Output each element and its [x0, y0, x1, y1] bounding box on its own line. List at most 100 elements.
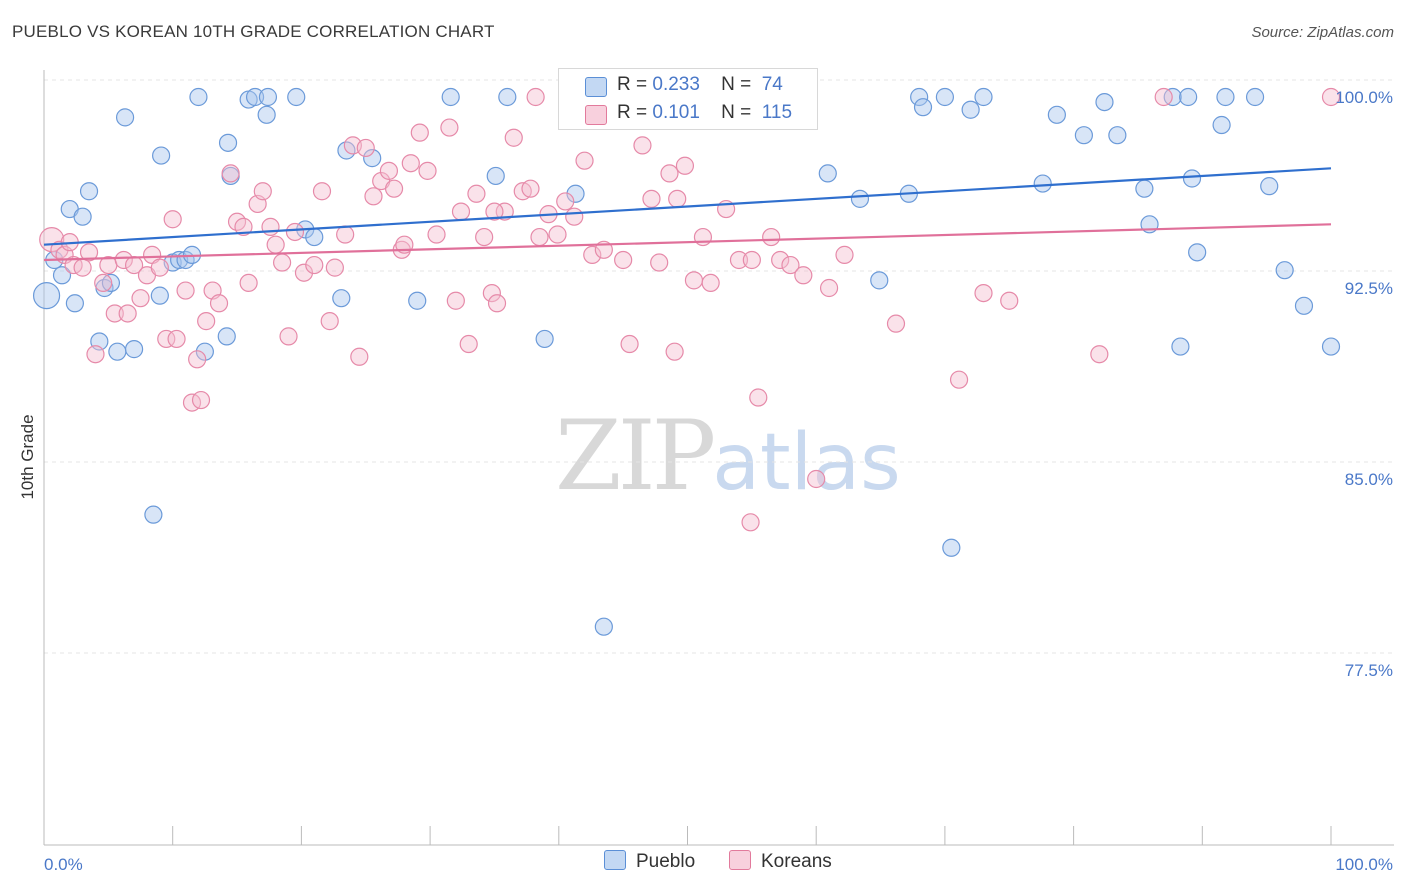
pueblo-point [108, 342, 127, 361]
koreans-point [642, 189, 661, 208]
pueblo-point [535, 329, 554, 349]
pueblo-point [124, 340, 144, 359]
koreans-point [485, 202, 504, 221]
pueblo-point [1095, 92, 1114, 112]
koreans-point [350, 347, 369, 366]
koreans-point [440, 118, 459, 137]
koreans-point [305, 255, 324, 275]
pueblo-point [486, 166, 505, 186]
pueblo-point [217, 327, 236, 346]
koreans-point [176, 281, 195, 300]
pueblo-point [258, 87, 278, 107]
koreans-point [272, 253, 292, 272]
koreans-point [294, 263, 314, 282]
koreans-point [633, 136, 652, 155]
pueblo-point [245, 87, 265, 107]
koreans-point [741, 513, 760, 532]
pueblo-point [32, 282, 61, 310]
pueblo-point [498, 87, 517, 107]
koreans-point [312, 182, 332, 201]
pueblo-point [910, 87, 929, 107]
koreans-point [1090, 345, 1109, 364]
pueblo-point [79, 182, 99, 201]
pueblo-point [101, 273, 121, 293]
koreans-point [583, 245, 602, 264]
koreans-point [504, 128, 523, 147]
koreans-point [401, 154, 420, 173]
koreans-point [261, 217, 280, 236]
koreans-point [1154, 87, 1173, 107]
koreans-point [749, 388, 768, 407]
koreans-point [1321, 87, 1341, 107]
koreans-point [565, 207, 584, 226]
koreans-point [167, 329, 186, 349]
koreans-point [451, 202, 471, 221]
koreans-point [835, 245, 854, 264]
pueblo-point [150, 286, 169, 305]
pueblo-point [1182, 169, 1202, 188]
koreans-point [794, 266, 813, 285]
koreans-point [79, 243, 99, 262]
koreans-point [620, 334, 639, 354]
koreans-point [105, 304, 124, 323]
bottom-pueblo-label: Pueblo [636, 851, 696, 872]
koreans-point [356, 138, 375, 158]
pueblo-point [1245, 87, 1265, 107]
koreans-point [266, 235, 285, 254]
koreans-point [693, 227, 713, 247]
koreans-point [384, 179, 404, 198]
koreans-point [729, 250, 749, 270]
pueblo-point [1171, 337, 1190, 356]
watermark-atlas: atlas [712, 418, 901, 508]
koreans-point [320, 312, 339, 331]
bottom-pueblo-swatch [604, 850, 626, 870]
pueblo-point [1179, 87, 1198, 107]
pueblo-point [913, 98, 933, 117]
bottom-legend-koreans: Koreans [729, 850, 832, 873]
koreans-point [495, 202, 514, 221]
koreans-point [668, 189, 687, 208]
koreans-point [556, 192, 575, 211]
pueblo-point [1212, 115, 1231, 135]
koreans-point [239, 273, 258, 293]
koreans-point [114, 250, 133, 270]
koreans-point [1000, 291, 1019, 310]
pueblo-point [218, 133, 238, 152]
pueblo-point [870, 271, 889, 290]
koreans-point [548, 225, 567, 244]
chart-title: PUEBLO VS KOREAN 10TH GRADE CORRELATION … [12, 22, 495, 41]
pueblo-r-value: 0.233 [652, 74, 700, 95]
pueblo-point [65, 294, 84, 313]
koreans-point [197, 312, 216, 331]
pueblo-point [850, 189, 870, 208]
bottom-koreans-swatch [729, 850, 751, 870]
pueblo-point [52, 266, 72, 285]
pueblo-point [1216, 87, 1235, 107]
pueblo-point [818, 164, 837, 183]
pueblo-point [1074, 126, 1093, 145]
grid-lines [44, 79, 1394, 654]
koreans-point [94, 273, 113, 293]
koreans-point [131, 289, 150, 308]
koreans-point [209, 294, 229, 313]
koreans-r-label: R = [617, 102, 648, 123]
pueblo-point [961, 100, 980, 119]
koreans-point [410, 123, 429, 142]
pueblo-point [1275, 261, 1294, 280]
koreans-n-label: N = [721, 102, 752, 123]
koreans-point [526, 87, 545, 107]
koreans-point [379, 161, 399, 180]
pueblo-point [332, 289, 351, 308]
pueblo-r-label: R = [617, 74, 648, 95]
trend-lines [43, 167, 1332, 262]
pueblo-point [189, 87, 208, 107]
pueblo-point [594, 617, 613, 636]
koreans-trend-line [43, 223, 1332, 262]
koreans-point [364, 187, 383, 206]
koreans-point [118, 304, 137, 323]
koreans-point [475, 227, 494, 247]
koreans-point [467, 184, 486, 203]
data-points [32, 87, 1341, 636]
koreans-point [974, 283, 993, 303]
koreans-point [459, 334, 478, 354]
